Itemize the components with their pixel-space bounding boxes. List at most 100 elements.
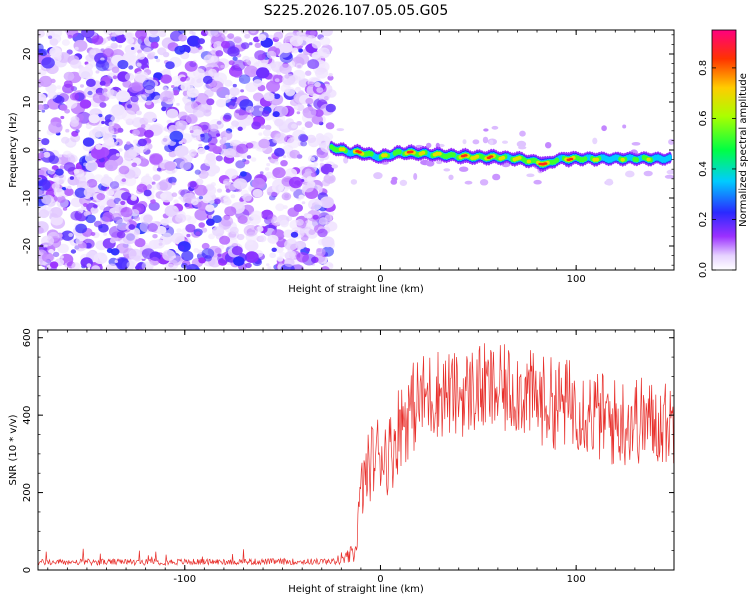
noise-blob <box>80 84 84 88</box>
noise-blob <box>219 235 231 245</box>
noise-blob <box>666 169 674 175</box>
noise-blob <box>102 134 110 140</box>
noise-blob <box>242 193 252 202</box>
noise-blob <box>279 51 294 64</box>
noise-blob <box>75 129 80 133</box>
noise-blob <box>315 67 329 79</box>
noise-blob <box>207 128 220 139</box>
y-tick-label: 600 <box>22 328 33 347</box>
noise-blob <box>74 187 88 198</box>
noise-blob <box>55 168 64 176</box>
noise-blob <box>118 165 130 175</box>
noise-blob <box>175 213 187 223</box>
noise-blob <box>53 172 67 184</box>
noise-blob <box>69 92 80 101</box>
noise-blob <box>70 210 83 221</box>
noise-blob <box>196 78 202 84</box>
noise-blob <box>53 188 65 198</box>
noise-blob <box>261 110 270 117</box>
noise-blob <box>105 263 118 270</box>
noise-blob <box>295 63 303 69</box>
spectrogram-ylabel: Frequency (Hz) <box>8 112 19 188</box>
noise-blob <box>336 128 345 132</box>
noise-blob <box>175 249 180 253</box>
noise-blob <box>275 245 284 253</box>
noise-blob <box>115 218 130 231</box>
noise-blob <box>664 174 674 179</box>
noise-blob <box>222 136 227 141</box>
noise-blob <box>67 34 73 39</box>
noise-blob <box>271 247 277 252</box>
x-tick-label: 100 <box>567 574 586 585</box>
noise-blob <box>266 163 271 167</box>
noise-blob <box>305 97 314 105</box>
noise-blob <box>88 114 100 124</box>
noise-blob <box>103 232 108 236</box>
noise-blob <box>263 92 275 102</box>
noise-blob <box>179 160 192 171</box>
noise-blob <box>188 149 197 157</box>
noise-blob <box>631 142 641 146</box>
noise-blob <box>436 160 443 165</box>
noise-blob <box>121 191 132 201</box>
signal-cell <box>526 159 531 164</box>
noise-blob <box>274 147 285 157</box>
snr-series-line <box>38 343 674 567</box>
noise-blob <box>269 252 276 259</box>
noise-blob <box>47 91 58 99</box>
noise-blob <box>109 238 116 244</box>
noise-blob <box>178 123 184 128</box>
noise-blob <box>38 93 47 103</box>
noise-blob <box>112 75 118 80</box>
noise-blob <box>232 69 243 78</box>
noise-blob <box>56 85 62 90</box>
noise-blob <box>307 225 312 230</box>
y-tick-label: 200 <box>22 483 33 502</box>
noise-blob <box>86 263 92 268</box>
noise-blob <box>162 232 172 241</box>
noise-blob <box>38 209 50 219</box>
noise-blob <box>126 104 133 109</box>
noise-blob <box>304 121 313 128</box>
noise-blob <box>133 230 140 235</box>
noise-blob <box>166 108 179 119</box>
noise-blob <box>262 63 267 68</box>
noise-blob <box>114 260 119 263</box>
noise-blob <box>195 43 201 48</box>
noise-blob <box>201 248 215 259</box>
noise-blob <box>324 214 333 221</box>
noise-blob <box>231 120 239 127</box>
noise-blob <box>148 239 160 250</box>
noise-blob <box>173 206 177 209</box>
noise-blob <box>69 176 74 180</box>
noise-blob <box>93 252 108 265</box>
noise-blob <box>230 125 235 130</box>
noise-blob <box>89 49 97 56</box>
noise-blob <box>141 261 154 270</box>
noise-blob <box>293 105 299 110</box>
noise-blob <box>237 126 243 131</box>
noise-blob <box>171 85 175 88</box>
noise-blob <box>86 178 98 188</box>
noise-blob <box>472 139 480 145</box>
noise-blob <box>296 111 301 115</box>
noise-blob <box>156 167 162 172</box>
noise-blob <box>592 137 598 145</box>
noise-blob <box>295 86 301 92</box>
noise-blob <box>201 242 210 250</box>
noise-blob <box>272 167 286 179</box>
spectrogram-xlabel: Height of straight line (km) <box>288 284 424 295</box>
noise-blob <box>197 147 206 155</box>
noise-blob <box>246 155 252 159</box>
noise-blob <box>93 204 98 209</box>
noise-blob <box>230 194 236 199</box>
noise-blob <box>287 207 299 217</box>
noise-blob <box>41 195 53 205</box>
noise-blob <box>331 164 339 169</box>
noise-blob <box>209 165 221 174</box>
noise-blob <box>302 106 317 119</box>
noise-blob <box>213 198 221 205</box>
noise-blob <box>295 241 306 250</box>
noise-blob <box>234 64 240 69</box>
noise-blob <box>143 47 152 55</box>
